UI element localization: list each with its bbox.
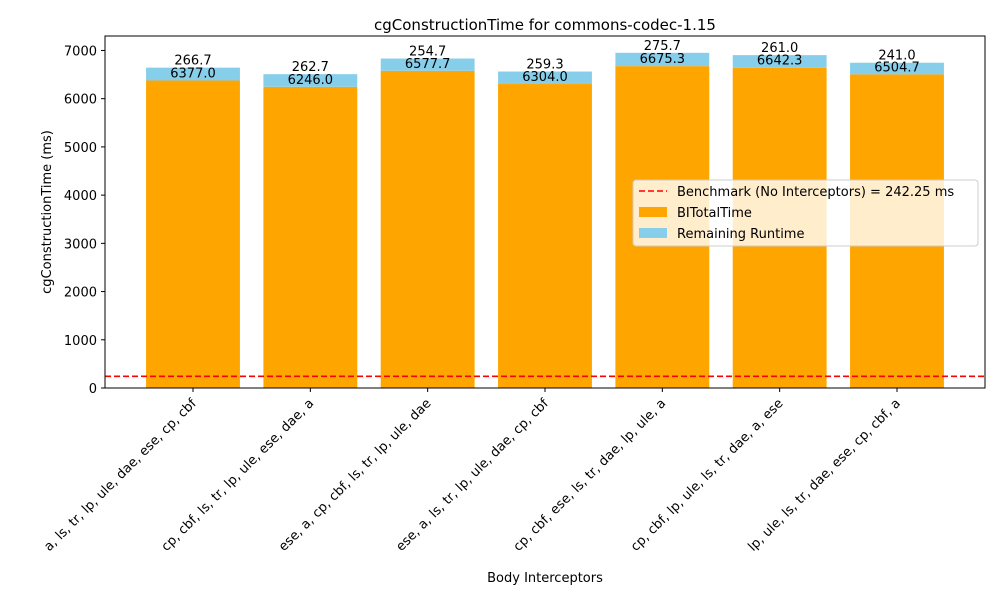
- bar-remaining-runtime: [732, 55, 827, 68]
- legend: Benchmark (No Interceptors) = 242.25 ms B…: [632, 179, 979, 247]
- data-label-remaining-runtime: 259.3: [526, 58, 563, 73]
- data-label-bitotaltime: 6377.0: [170, 67, 216, 82]
- legend-label-remaining-runtime: Remaining Runtime: [677, 227, 804, 242]
- x-axis-label: Body Interceptors: [487, 571, 603, 586]
- y-tick-label: 7000: [64, 44, 97, 59]
- bar-remaining-runtime: [380, 58, 475, 71]
- y-tick-label: 0: [89, 382, 97, 397]
- x-axis: a, ls, tr, lp, ule, dae, ese, cp, cbfcp,…: [41, 388, 904, 555]
- bar-remaining-runtime: [146, 67, 240, 81]
- data-label-remaining-runtime: 266.7: [174, 54, 211, 69]
- y-axis: 0 1000 2000 3000 4000 5000 6000 7000: [64, 44, 105, 397]
- bar-bitotaltime: [263, 86, 358, 389]
- data-label-bitotaltime: 6577.7: [405, 57, 451, 72]
- bar-remaining-runtime: [850, 62, 944, 75]
- bar-bitotaltime: [146, 80, 240, 389]
- data-label-bitotaltime: 6642.3: [757, 54, 803, 69]
- legend-swatch-bitotaltime: [639, 207, 667, 217]
- bar-remaining-runtime: [498, 71, 592, 85]
- data-label-remaining-runtime: 261.0: [761, 41, 798, 56]
- bar-bitotaltime: [380, 70, 475, 389]
- bar-remaining-runtime: [615, 52, 710, 67]
- data-label-bitotaltime: 6304.0: [522, 70, 568, 85]
- y-tick-label: 3000: [64, 237, 97, 252]
- legend-label-bitotaltime: BITotalTime: [677, 206, 752, 221]
- bar-bitotaltime: [498, 84, 592, 388]
- data-label-remaining-runtime: 254.7: [409, 45, 446, 60]
- legend-label-benchmark: Benchmark (No Interceptors) = 242.25 ms: [677, 185, 954, 200]
- data-label-bitotaltime: 6246.0: [288, 73, 334, 88]
- data-label-bitotaltime: 6504.7: [874, 60, 920, 75]
- data-label-bitotaltime: 6675.3: [640, 52, 686, 67]
- data-label-remaining-runtime: 241.0: [878, 49, 915, 64]
- y-tick-label: 4000: [64, 189, 97, 204]
- data-label-remaining-runtime: 262.7: [292, 60, 329, 75]
- legend-swatch-remaining-runtime: [639, 228, 667, 238]
- y-axis-label: cgConstructionTime (ms): [40, 130, 55, 294]
- y-tick-label: 1000: [64, 334, 97, 349]
- y-tick-label: 6000: [64, 93, 97, 108]
- legend-box: [632, 179, 979, 247]
- data-label-remaining-runtime: 275.7: [644, 39, 681, 54]
- chart-title: cgConstructionTime for commons-codec-1.1…: [374, 16, 716, 34]
- y-tick-label: 5000: [64, 141, 97, 156]
- bar-remaining-runtime: [263, 74, 358, 87]
- y-tick-label: 2000: [64, 286, 97, 301]
